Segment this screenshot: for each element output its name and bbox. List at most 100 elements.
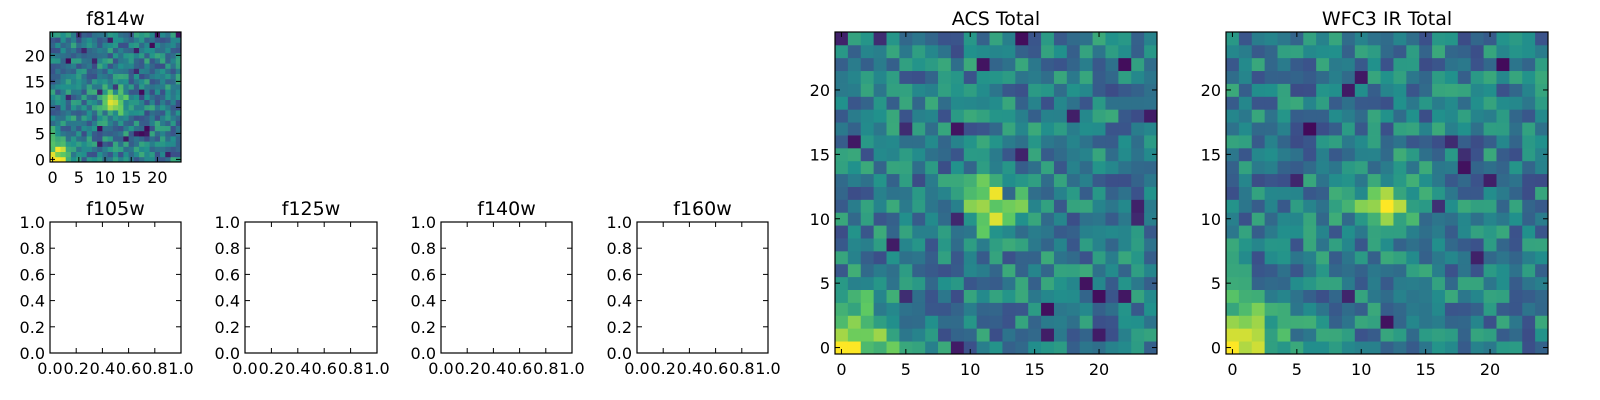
- heatmap-cell: [1118, 186, 1132, 200]
- heatmap-cell: [1002, 186, 1016, 200]
- heatmap-cell: [963, 96, 978, 110]
- heatmap-cell: [86, 52, 93, 59]
- x-tick-label: 10: [960, 360, 980, 379]
- heatmap-cell: [925, 328, 939, 342]
- heatmap-cell: [154, 58, 161, 64]
- heatmap-cell: [86, 73, 93, 80]
- heatmap-cell: [1079, 263, 1093, 278]
- heatmap-cell: [118, 141, 124, 147]
- heatmap-cell: [1131, 122, 1145, 136]
- heatmap-cell: [1028, 212, 1042, 226]
- heatmap-cell: [149, 63, 156, 69]
- heatmap-cell: [70, 130, 77, 137]
- y-tick-label: 0: [1211, 339, 1221, 358]
- heatmap-cell: [847, 315, 862, 329]
- heatmap-cell: [112, 78, 119, 85]
- heatmap-cell: [1329, 341, 1343, 355]
- heatmap-cell: [91, 136, 98, 142]
- heatmap-cell: [1444, 199, 1459, 213]
- y-tick-label: 20: [810, 81, 830, 100]
- heatmap-cell: [112, 146, 119, 152]
- x-tick-label: 0.6: [703, 359, 728, 378]
- heatmap-cell: [1341, 212, 1356, 226]
- heatmap-cell: [1118, 276, 1132, 290]
- heatmap-cell: [873, 199, 887, 213]
- heatmap-cell: [1264, 302, 1278, 316]
- heatmap-cell: [1277, 302, 1291, 316]
- heatmap-cell: [112, 141, 119, 147]
- heatmap-cell: [1118, 70, 1132, 84]
- heatmap-cell: [1131, 44, 1145, 59]
- heatmap-cell: [873, 263, 887, 278]
- heatmap-cell: [165, 130, 171, 137]
- heatmap-cell: [1264, 289, 1278, 303]
- heatmap-cell: [170, 37, 177, 43]
- heatmap-cell: [1144, 44, 1158, 59]
- heatmap-cell: [170, 141, 177, 147]
- heatmap-cell: [1277, 32, 1291, 46]
- heatmap-cell: [107, 104, 114, 111]
- heatmap-cell: [160, 73, 166, 80]
- heatmap-cell: [139, 73, 145, 80]
- heatmap-cell: [1380, 289, 1394, 303]
- y-tick-label: 10: [25, 98, 45, 117]
- heatmap-cell: [938, 289, 952, 303]
- heatmap-cell: [1483, 186, 1497, 200]
- heatmap-cell: [1144, 238, 1158, 252]
- heatmap-cell: [139, 120, 145, 126]
- heatmap-cell: [912, 135, 926, 149]
- heatmap-cell: [91, 32, 98, 38]
- heatmap-cell: [76, 84, 82, 90]
- heatmap-cell: [123, 42, 129, 48]
- heatmap-cell: [1028, 83, 1042, 97]
- heatmap-cell: [165, 94, 171, 100]
- heatmap-cell: [128, 125, 135, 132]
- heatmap-cell: [1264, 250, 1278, 265]
- heatmap-cell: [165, 151, 171, 158]
- heatmap-cell: [860, 57, 875, 72]
- heatmap-cell: [91, 78, 98, 85]
- heatmap-cell: [1457, 250, 1472, 265]
- heatmap-cell: [165, 104, 171, 111]
- heatmap-cell: [1470, 250, 1484, 265]
- heatmap-cell: [128, 141, 135, 147]
- heatmap-cell: [1131, 160, 1145, 175]
- heatmap-cell: [144, 115, 150, 121]
- heatmap-cell: [1041, 225, 1055, 239]
- heatmap-cell: [102, 94, 109, 100]
- heatmap-cell: [91, 141, 98, 147]
- heatmap-cell: [1316, 263, 1330, 278]
- heatmap-cell: [938, 341, 952, 355]
- heatmap-cell: [1393, 276, 1407, 290]
- heatmap-cell: [950, 160, 965, 175]
- heatmap-cell: [1367, 250, 1381, 265]
- heatmap-cell: [899, 199, 913, 213]
- heatmap-cell: [1457, 186, 1472, 200]
- heatmap-cell: [1053, 186, 1068, 200]
- heatmap-cell: [1066, 44, 1081, 59]
- heatmap-cell: [60, 99, 67, 106]
- heatmap-cell: [1015, 70, 1029, 84]
- heatmap-cell: [160, 156, 166, 163]
- heatmap-cell: [65, 58, 72, 64]
- heatmap-cell: [118, 47, 124, 54]
- heatmap-cell: [55, 42, 61, 48]
- heatmap-cell: [76, 104, 82, 111]
- heatmap-cell: [1535, 96, 1549, 110]
- heatmap-cell: [1092, 122, 1106, 136]
- heatmap-cell: [118, 156, 124, 163]
- heatmap-cell: [1354, 57, 1369, 72]
- heatmap-cell: [1341, 225, 1356, 239]
- heatmap-cell: [160, 125, 166, 132]
- heatmap-cell: [950, 122, 965, 136]
- heatmap-cell: [86, 136, 93, 142]
- heatmap-cell: [1251, 212, 1266, 226]
- heatmap-cell: [1380, 212, 1394, 226]
- heatmap-cell: [1483, 160, 1497, 175]
- heatmap-cell: [1105, 160, 1119, 175]
- heatmap-cell: [1522, 147, 1536, 162]
- heatmap-cell: [133, 89, 140, 95]
- heatmap-cell: [1238, 44, 1253, 59]
- heatmap-cell: [160, 42, 166, 48]
- heatmap-cell: [1002, 341, 1016, 355]
